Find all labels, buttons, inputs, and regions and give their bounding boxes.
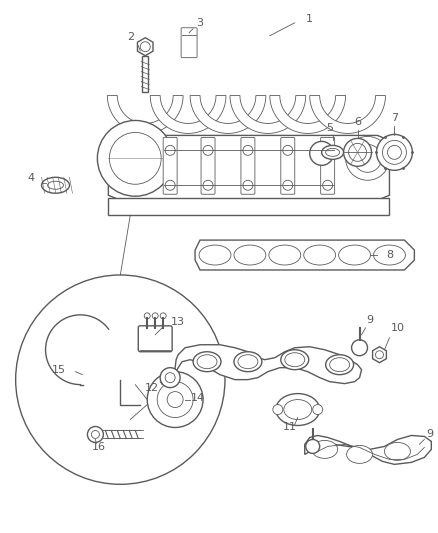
Circle shape bbox=[110, 132, 161, 184]
Polygon shape bbox=[190, 95, 266, 133]
Polygon shape bbox=[310, 95, 385, 133]
Circle shape bbox=[243, 146, 253, 155]
Polygon shape bbox=[373, 347, 386, 362]
Polygon shape bbox=[195, 240, 414, 270]
Text: 10: 10 bbox=[390, 323, 404, 333]
Text: 15: 15 bbox=[52, 365, 66, 375]
Circle shape bbox=[92, 431, 99, 439]
Text: 12: 12 bbox=[145, 383, 159, 393]
Circle shape bbox=[147, 372, 203, 427]
Polygon shape bbox=[305, 435, 431, 464]
Circle shape bbox=[306, 439, 320, 454]
FancyBboxPatch shape bbox=[181, 28, 197, 58]
Ellipse shape bbox=[304, 245, 336, 265]
Text: 2: 2 bbox=[127, 32, 134, 42]
FancyBboxPatch shape bbox=[321, 138, 335, 194]
Circle shape bbox=[323, 146, 332, 155]
Polygon shape bbox=[108, 135, 389, 200]
Circle shape bbox=[167, 392, 183, 408]
Polygon shape bbox=[270, 95, 346, 133]
Circle shape bbox=[323, 180, 332, 190]
Polygon shape bbox=[230, 95, 306, 133]
Circle shape bbox=[346, 136, 389, 180]
Ellipse shape bbox=[326, 355, 353, 375]
Text: 14: 14 bbox=[191, 393, 205, 402]
Circle shape bbox=[388, 146, 401, 159]
Ellipse shape bbox=[385, 442, 410, 461]
Circle shape bbox=[16, 275, 225, 484]
Polygon shape bbox=[150, 95, 226, 133]
Ellipse shape bbox=[48, 181, 64, 189]
Ellipse shape bbox=[326, 148, 339, 156]
Circle shape bbox=[283, 180, 293, 190]
Circle shape bbox=[353, 144, 381, 172]
Circle shape bbox=[203, 146, 213, 155]
Circle shape bbox=[375, 351, 384, 359]
FancyBboxPatch shape bbox=[138, 326, 172, 352]
Circle shape bbox=[352, 340, 367, 356]
FancyBboxPatch shape bbox=[201, 138, 215, 194]
Circle shape bbox=[243, 180, 253, 190]
Ellipse shape bbox=[234, 352, 262, 372]
Ellipse shape bbox=[269, 245, 301, 265]
Text: 3: 3 bbox=[197, 18, 204, 28]
Circle shape bbox=[97, 120, 173, 196]
Circle shape bbox=[349, 143, 367, 161]
Ellipse shape bbox=[197, 355, 217, 369]
Ellipse shape bbox=[199, 245, 231, 265]
Text: 1: 1 bbox=[306, 14, 313, 24]
Text: 8: 8 bbox=[386, 250, 393, 260]
Circle shape bbox=[377, 134, 413, 171]
FancyBboxPatch shape bbox=[281, 138, 295, 194]
Text: 16: 16 bbox=[92, 442, 106, 453]
Circle shape bbox=[144, 313, 150, 319]
Ellipse shape bbox=[234, 245, 266, 265]
Circle shape bbox=[310, 141, 334, 165]
Ellipse shape bbox=[193, 352, 221, 372]
FancyBboxPatch shape bbox=[163, 138, 177, 194]
Polygon shape bbox=[175, 345, 361, 384]
Circle shape bbox=[157, 382, 193, 417]
Circle shape bbox=[283, 146, 293, 155]
Circle shape bbox=[140, 42, 150, 52]
Text: 9: 9 bbox=[426, 430, 433, 440]
FancyBboxPatch shape bbox=[241, 138, 255, 194]
Text: 6: 6 bbox=[354, 117, 361, 127]
Circle shape bbox=[203, 180, 213, 190]
Text: 11: 11 bbox=[283, 423, 297, 432]
Text: 9: 9 bbox=[366, 315, 373, 325]
Circle shape bbox=[343, 139, 371, 166]
Ellipse shape bbox=[281, 350, 309, 370]
Polygon shape bbox=[107, 95, 183, 133]
Ellipse shape bbox=[330, 358, 350, 372]
Circle shape bbox=[382, 140, 406, 164]
Ellipse shape bbox=[42, 177, 70, 193]
Ellipse shape bbox=[339, 245, 371, 265]
Polygon shape bbox=[138, 38, 153, 55]
Circle shape bbox=[165, 180, 175, 190]
Text: 7: 7 bbox=[391, 114, 398, 124]
Ellipse shape bbox=[285, 353, 305, 367]
Ellipse shape bbox=[374, 245, 406, 265]
Text: 13: 13 bbox=[171, 317, 185, 327]
Ellipse shape bbox=[284, 400, 312, 419]
Circle shape bbox=[160, 368, 180, 387]
Circle shape bbox=[165, 146, 175, 155]
Circle shape bbox=[273, 405, 283, 415]
Ellipse shape bbox=[321, 146, 343, 159]
Circle shape bbox=[165, 373, 175, 383]
Ellipse shape bbox=[346, 446, 372, 463]
Text: 5: 5 bbox=[326, 124, 333, 133]
Circle shape bbox=[88, 426, 103, 442]
Polygon shape bbox=[142, 55, 148, 92]
Text: 4: 4 bbox=[27, 173, 34, 183]
Polygon shape bbox=[108, 198, 389, 215]
Ellipse shape bbox=[312, 440, 338, 458]
Circle shape bbox=[160, 313, 166, 319]
Ellipse shape bbox=[238, 355, 258, 369]
Ellipse shape bbox=[276, 393, 320, 425]
Circle shape bbox=[152, 313, 158, 319]
Circle shape bbox=[313, 405, 323, 415]
